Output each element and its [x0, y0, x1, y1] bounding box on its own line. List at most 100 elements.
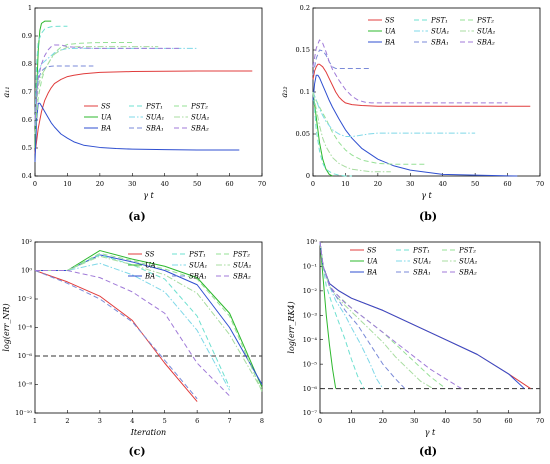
caption-d: (d) — [419, 445, 437, 458]
legend-label: UA — [101, 114, 112, 122]
legend-label: SUA₂ — [477, 28, 496, 36]
y-tick-label: 10⁻⁴ — [303, 336, 318, 344]
x-tick-label: 60 — [503, 180, 511, 188]
x-tick-label: 3 — [98, 417, 102, 425]
x-tick-label: 6 — [195, 417, 199, 425]
legend-label: SBA₁ — [189, 273, 207, 281]
legend-label: SUA₁ — [431, 28, 450, 36]
y-axis-label: log(err_RK4) — [287, 301, 296, 353]
plot-frame — [34, 7, 263, 177]
x-tick-label: 40 — [439, 180, 447, 188]
legend-label: SBA₂ — [459, 269, 477, 277]
y-tick-label: 0 — [306, 172, 310, 180]
y-tick-label: 10⁻⁷ — [303, 409, 318, 417]
legend-label: SUA₂ — [459, 258, 478, 266]
y-tick-label: 0.05 — [296, 130, 310, 138]
x-tick-label: 0 — [311, 180, 315, 188]
series-line — [312, 91, 333, 177]
panel-c: 1 2 3 4 5 6 7 8 10² 10⁰ 10⁻² 10⁻⁴ 10⁻⁶ 10⁻⁸ 10⁻¹⁰ Itera… — [2, 238, 264, 437]
x-tick-label: 40 — [161, 180, 169, 188]
series-line — [34, 44, 181, 121]
legend-label: PST₁ — [430, 17, 448, 25]
x-tick-label: 30 — [410, 417, 418, 425]
x-tick-label: 70 — [258, 180, 266, 188]
series-line — [34, 46, 159, 121]
x-axis-label: Iteration — [130, 428, 166, 437]
legend-label: SBA₁ — [146, 125, 164, 133]
legend-label: SUA₁ — [189, 262, 208, 270]
legend-label: UA — [367, 258, 378, 266]
series-line — [319, 241, 337, 389]
series-line — [35, 262, 231, 391]
series-line — [319, 241, 434, 390]
x-tick-label: 0 — [33, 180, 37, 188]
x-axis-label: γ t — [143, 191, 154, 200]
y-tick-label: 0.4 — [22, 172, 32, 180]
series-line — [34, 65, 94, 126]
y-tick-label: 10⁻⁵ — [303, 360, 318, 368]
legend-label: SBA₁ — [431, 39, 449, 47]
legend-label: BA — [366, 269, 377, 277]
x-tick-label: 50 — [471, 180, 479, 188]
legend-label: SS — [101, 103, 111, 111]
x-tick-label: 10 — [341, 180, 349, 188]
series-line — [312, 63, 531, 107]
legend-label: UA — [145, 262, 156, 270]
x-tick-label: 50 — [473, 417, 481, 425]
legend-label: PST₂ — [458, 247, 476, 255]
legend-label: SBA₂ — [233, 273, 251, 281]
x-tick-label: 4 — [130, 417, 134, 425]
y-tick-label: 10² — [21, 238, 32, 246]
legend-label: PST₁ — [412, 247, 430, 255]
series-line — [319, 241, 365, 389]
legend-label: BA — [144, 273, 155, 281]
x-tick-label: 60 — [225, 180, 233, 188]
caption-b: (b) — [419, 210, 437, 223]
y-tick-label: 10⁰ — [21, 267, 32, 275]
series-line — [312, 91, 391, 173]
y-tick-label: 0.2 — [300, 4, 310, 12]
legend-label: BA — [100, 125, 111, 133]
y-axis-label: log(err_NR) — [2, 303, 11, 351]
x-tick-label: 8 — [260, 417, 264, 425]
y-tick-label: 0.9 — [22, 32, 32, 40]
x-tick-label: 70 — [536, 417, 544, 425]
x-tick-label: 20 — [379, 417, 387, 425]
legend-label: SBA₁ — [413, 269, 431, 277]
legend-label: SUA₂ — [191, 114, 210, 122]
y-tick-label: 10⁻³ — [303, 311, 318, 319]
x-tick-label: 30 — [128, 180, 136, 188]
legend-label: PST₁ — [188, 251, 206, 259]
x-tick-label: 10 — [347, 417, 355, 425]
y-tick-label: 0.5 — [22, 144, 32, 152]
series-line — [312, 39, 508, 104]
x-tick-label: 10 — [63, 180, 71, 188]
y-tick-label: 10⁰ — [306, 238, 317, 246]
panel-d: 0 10 20 30 40 50 60 70 10⁰ 10⁻¹ 10⁻² 10⁻³ 10⁻⁴ 10⁻⁵ 10… — [287, 238, 544, 437]
plot-frame — [319, 241, 541, 414]
legend-label: PST₂ — [232, 251, 250, 259]
y-tick-label: 10⁻¹⁰ — [15, 409, 32, 417]
x-axis-label: γ t — [421, 191, 432, 200]
y-tick-label: 10⁻⁴ — [18, 324, 33, 332]
panel-a: 0 10 20 30 40 50 60 70 0.4 0.5 0.6 0.7 0.8 0.9 1 γ t a₁₁… — [2, 4, 266, 200]
y-tick-label: 0.15 — [296, 46, 310, 54]
series-line — [312, 91, 352, 177]
legend-label: SUA₂ — [233, 262, 252, 270]
caption-a: (a) — [128, 210, 146, 223]
series-line — [34, 270, 198, 402]
legend-label: PST₂ — [190, 103, 208, 111]
legend-label: SUA₁ — [413, 258, 432, 266]
series-line — [34, 25, 68, 121]
y-tick-label: 0.6 — [22, 116, 32, 124]
y-tick-label: 10⁻⁶ — [303, 385, 318, 393]
legend-label: SS — [385, 17, 395, 25]
x-tick-label: 70 — [536, 180, 544, 188]
series-line — [35, 250, 263, 388]
caption-c: (c) — [128, 445, 145, 458]
series-line — [34, 270, 198, 400]
legend-label: BA — [384, 39, 395, 47]
series-line — [34, 47, 198, 121]
y-tick-label: 0.1 — [300, 88, 310, 96]
